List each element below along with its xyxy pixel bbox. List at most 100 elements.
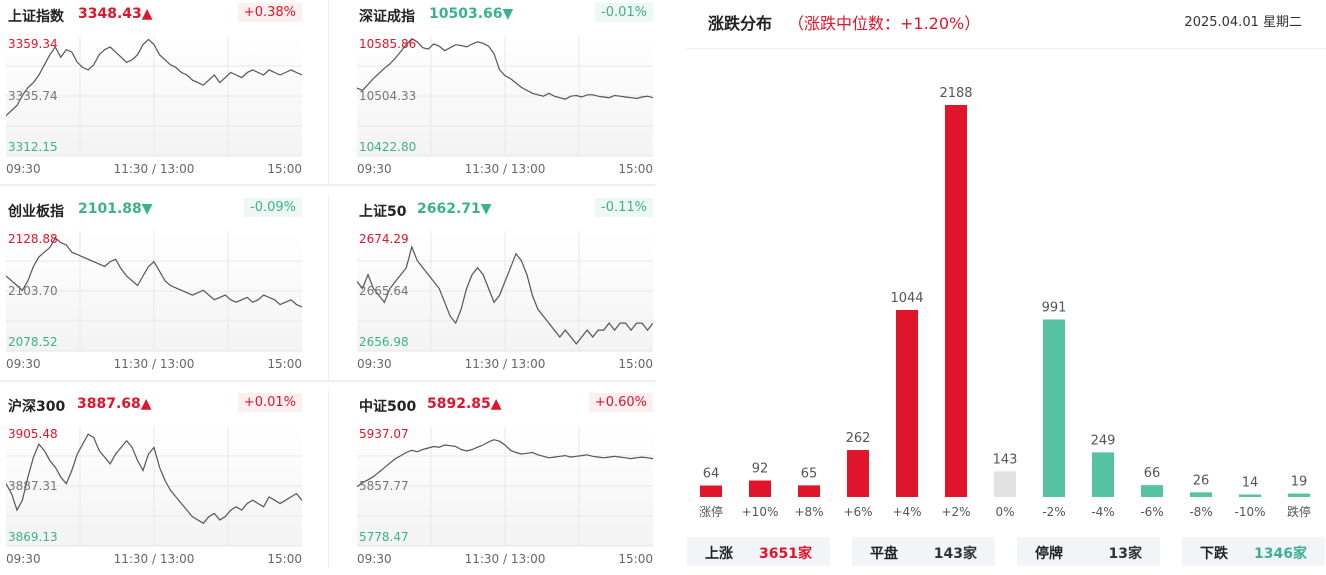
bar	[896, 309, 918, 497]
stat-down: 下跌 1346家	[1182, 537, 1325, 566]
index-change-badge: -0.09%	[244, 198, 302, 217]
index-name: 创业板指	[8, 204, 64, 220]
low-label: 10422.80	[359, 140, 416, 154]
time-label: 09:30	[6, 552, 41, 566]
index-name: 沪深300	[8, 399, 66, 415]
bar	[1092, 452, 1114, 497]
index-panel-shanghai[interactable]: 上证指数 3348.43▲ +0.38% 3359.34 3335.74 3312.…	[6, 0, 302, 185]
divider	[0, 184, 655, 186]
index-change-badge: +0.38%	[237, 3, 302, 22]
index-panel-csi500[interactable]: 中证500 5892.85▲ +0.60% 5937.07 5857.77 5778…	[357, 390, 653, 575]
bar-value-label: 26	[1193, 473, 1210, 488]
index-sparkline: 2674.29 2665.64 2656.98 09:30 11:30 / 13:00 1…	[357, 231, 653, 371]
index-header: 上证指数 3348.43▲ +0.38%	[6, 0, 302, 30]
stat-label: 平盘	[870, 546, 898, 562]
time-label: 09:30	[6, 162, 41, 176]
time-label: 09:30	[357, 552, 392, 566]
bar	[798, 485, 820, 497]
stat-label: 上涨	[705, 546, 733, 562]
time-label: 11:30 / 13:00	[465, 552, 546, 566]
stat-suspended: 停牌 13家	[1017, 537, 1160, 566]
time-label: 09:30	[357, 162, 392, 176]
index-panel-sse50[interactable]: 上证50 2662.71▼ -0.11% 2674.29 2665.64 2656.…	[357, 195, 653, 380]
category-label: +2%	[941, 505, 970, 519]
mid-label: 3887.31	[8, 479, 58, 493]
index-header: 中证500 5892.85▲ +0.60%	[357, 390, 653, 420]
bar-value-label: 1044	[890, 291, 923, 306]
index-change-badge: +0.01%	[237, 393, 302, 412]
mid-label: 2103.70	[8, 284, 58, 298]
price-line	[6, 38, 302, 117]
stat-value: 1346家	[1254, 546, 1307, 562]
category-label: -10%	[1234, 505, 1265, 519]
index-name: 上证指数	[8, 9, 64, 25]
divider	[0, 380, 655, 382]
price-line	[357, 244, 653, 345]
price-line	[357, 439, 653, 488]
bar	[1239, 494, 1261, 497]
index-panel-chinext[interactable]: 创业板指 2101.88▼ -0.09% 2128.88 2103.70 2078.…	[6, 195, 302, 380]
bar	[945, 105, 967, 497]
bar	[749, 480, 771, 497]
bar	[1043, 319, 1065, 497]
high-label: 5937.07	[359, 427, 409, 441]
time-label: 15:00	[618, 162, 653, 176]
bar-value-label: 64	[703, 467, 720, 482]
category-label: 涨停	[699, 504, 723, 519]
index-header: 深证成指 10503.66▼ -0.01%	[357, 0, 653, 30]
bar-value-label: 262	[846, 431, 871, 446]
category-label: +10%	[742, 505, 779, 519]
divider	[328, 0, 329, 185]
stat-value: 3651家	[759, 546, 812, 562]
divider	[328, 390, 329, 568]
high-label: 3905.48	[8, 427, 58, 441]
category-label: +4%	[892, 505, 921, 519]
bar	[1190, 492, 1212, 497]
distribution-bar-chart: 64 涨停 92 +10% 65 +8% 262 +6% 1044 +4% 2188 +2% 143 0%…	[699, 86, 1311, 519]
index-name: 中证500	[359, 399, 417, 415]
category-label: +8%	[794, 505, 823, 519]
category-label: -6%	[1140, 505, 1163, 519]
bar	[700, 485, 722, 497]
index-change-badge: +0.60%	[588, 393, 653, 412]
category-label: 0%	[995, 505, 1014, 519]
index-change-badge: -0.01%	[595, 3, 653, 22]
time-label: 15:00	[618, 357, 653, 371]
index-sparkline: 3359.34 3335.74 3312.15 09:30 11:30 / 13:00 1…	[6, 36, 302, 176]
index-value: 5892.85▲	[427, 396, 502, 412]
high-label: 2674.29	[359, 232, 409, 246]
high-label: 10585.86	[359, 37, 416, 51]
index-panel-shenzhen[interactable]: 深证成指 10503.66▼ -0.01% 10585.86 10504.33 10…	[357, 0, 653, 185]
index-panel-csi300[interactable]: 沪深300 3887.68▲ +0.01% 3905.48 3887.31 3869…	[6, 390, 302, 575]
high-label: 2128.88	[8, 232, 58, 246]
category-label: +6%	[843, 505, 872, 519]
mid-label: 3335.74	[8, 89, 58, 103]
time-label: 11:30 / 13:00	[114, 552, 195, 566]
bar-value-label: 2188	[939, 86, 972, 101]
category-label: 跌停	[1287, 504, 1311, 519]
mid-label: 2665.64	[359, 284, 409, 298]
time-label: 09:30	[357, 357, 392, 371]
index-change-badge: -0.11%	[595, 198, 653, 217]
index-value: 3887.68▲	[77, 396, 152, 412]
index-header: 沪深300 3887.68▲ +0.01%	[6, 390, 302, 420]
stat-up: 上涨 3651家	[687, 537, 830, 566]
price-line	[6, 433, 302, 525]
time-label: 09:30	[6, 357, 41, 371]
distribution-title: 涨跌分布	[708, 14, 773, 33]
index-name: 深证成指	[359, 9, 415, 25]
time-label: 15:00	[267, 357, 302, 371]
index-value: 2662.71▼	[417, 201, 492, 217]
index-value: 3348.43▲	[78, 6, 153, 22]
low-label: 5778.47	[359, 530, 409, 544]
category-label: -8%	[1189, 505, 1212, 519]
bar	[1288, 493, 1310, 497]
low-label: 2656.98	[359, 335, 409, 349]
category-label: -4%	[1091, 505, 1114, 519]
bar-value-label: 249	[1091, 433, 1116, 448]
price-line	[357, 38, 653, 100]
index-name: 上证50	[359, 204, 407, 220]
category-label: -2%	[1042, 505, 1065, 519]
bar	[847, 450, 869, 497]
bar	[1141, 485, 1163, 497]
